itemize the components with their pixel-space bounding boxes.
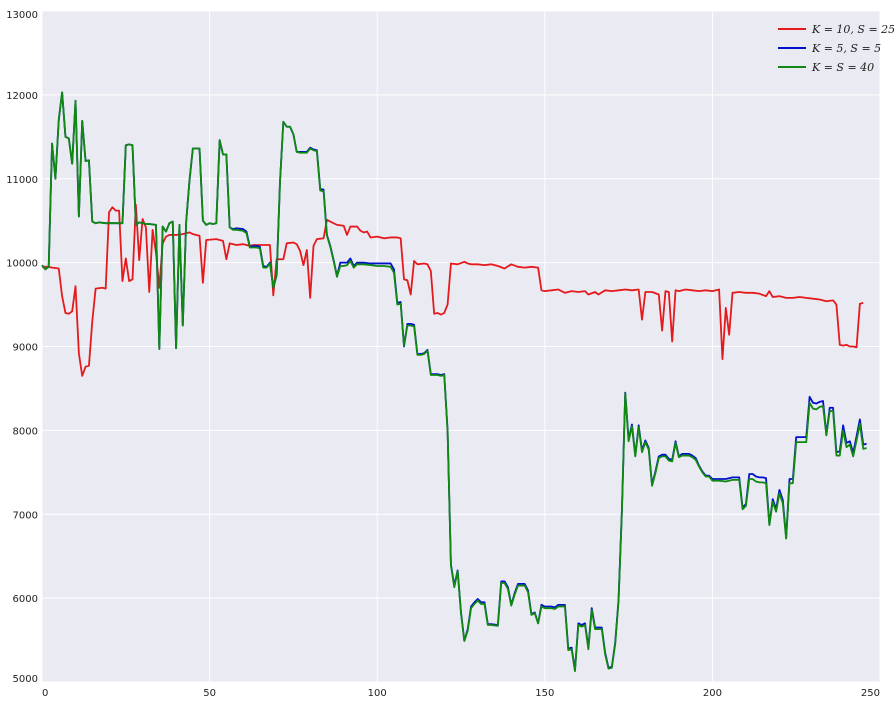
legend-entry: K = 10, S = 25 <box>811 23 894 36</box>
y-tick-label: 11000 <box>6 175 38 186</box>
y-tick-label: 7000 <box>13 510 38 521</box>
x-tick-label: 100 <box>368 688 387 699</box>
x-tick-label: 250 <box>861 688 880 699</box>
series-lines <box>41 91 867 672</box>
series-line-1 <box>42 203 864 377</box>
legend-entry: K = S = 40 <box>811 61 874 74</box>
grid-lines <box>41 10 881 683</box>
y-tick-label: 12000 <box>6 91 38 102</box>
tick-labels: 0 50 100 150 200 250 5000 6000 7000 8000 9000 10000… <box>6 10 880 699</box>
y-tick-label: 9000 <box>13 343 38 354</box>
y-tick-label: 10000 <box>6 259 38 270</box>
y-tick-label: 8000 <box>13 426 38 437</box>
y-tick-label: 6000 <box>13 594 38 605</box>
legend: K = 10, S = 25 K = 5, S = 5 K = S = 40 <box>768 18 894 87</box>
series-line-3 <box>41 91 867 672</box>
y-tick-label: 5000 <box>13 674 38 685</box>
x-tick-label: 150 <box>535 688 554 699</box>
x-tick-label: 50 <box>203 688 216 699</box>
x-tick-label: 0 <box>42 688 48 699</box>
legend-entry: K = 5, S = 5 <box>811 42 881 55</box>
x-tick-label: 200 <box>703 688 722 699</box>
y-tick-label: 13000 <box>6 10 38 21</box>
